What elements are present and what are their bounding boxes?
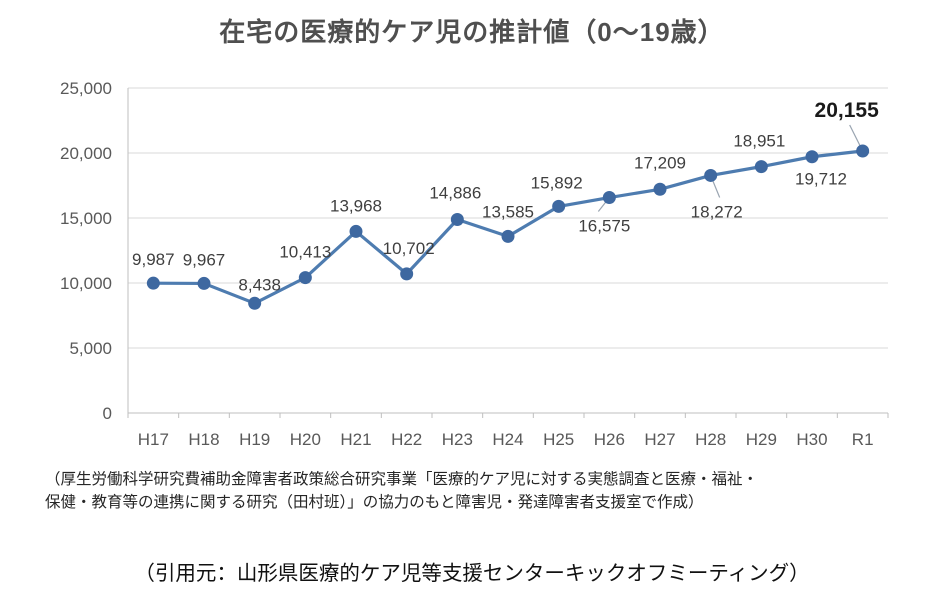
data-point-label: 13,968 [330, 196, 382, 215]
data-point-marker [552, 199, 566, 213]
data-point-label: 10,702 [383, 239, 435, 258]
x-axis-tick-label: H25 [543, 430, 574, 449]
y-axis-tick-label: 25,000 [60, 79, 112, 98]
data-point-marker [805, 150, 819, 164]
citation-text: （引用元：山形県医療的ケア児等支援センターキックオフミーティング） [134, 562, 810, 585]
x-axis-tick-label: H23 [442, 430, 473, 449]
data-point-marker [450, 212, 464, 226]
x-axis-tick-label: H17 [138, 430, 169, 449]
chart-title: 在宅の医療的ケア児の推計値（0～19歳） [219, 17, 725, 47]
source-note-line-2: 保健・教育等の連携に関する研究（田村班）」の協力のもと障害児・発達障害者支援室で… [45, 494, 704, 511]
data-point-label: 10,413 [279, 243, 331, 262]
data-point-label: 9,987 [132, 250, 175, 269]
data-point-label: 13,585 [482, 202, 534, 221]
x-axis-tick-label: H20 [290, 430, 321, 449]
x-axis-tick-label: H24 [492, 430, 523, 449]
data-point-label: 14,886 [429, 183, 481, 202]
x-axis-tick-label: H22 [391, 430, 422, 449]
x-axis-tick-label: H19 [239, 430, 270, 449]
y-axis-tick-label: 15,000 [60, 209, 112, 228]
x-axis-tick-label: H30 [796, 430, 827, 449]
x-axis-tick-label: H27 [644, 430, 675, 449]
data-point-label: 20,155 [815, 99, 880, 122]
data-point-label: 16,575 [578, 217, 630, 236]
y-axis-tick-label: 10,000 [60, 274, 112, 293]
line-chart: 0 5,000 10,000 15,000 20,000 25,000 H17 H18 H19 H… [60, 79, 889, 449]
data-point-label: 9,967 [183, 250, 226, 269]
data-point-marker [856, 144, 870, 158]
data-point-marker [146, 276, 160, 290]
data-point-marker [400, 267, 414, 281]
y-axis-tick-label: 0 [103, 404, 112, 423]
data-point-marker [754, 160, 768, 174]
x-axis-tick-label: H29 [746, 430, 777, 449]
data-point-marker [704, 168, 718, 182]
data-point-label: 18,951 [733, 132, 785, 151]
source-note: （厚生労働科学研究費補助金障害者政策総合研究事業「医療的ケア児に対する実態調査と… [45, 468, 907, 514]
data-point-marker [602, 191, 616, 205]
x-axis-tick-label: H21 [340, 430, 371, 449]
data-point-marker [298, 271, 312, 285]
y-axis-tick-label: 5,000 [69, 339, 112, 358]
x-axis-tick-label: H28 [695, 430, 726, 449]
data-point-label: 8,438 [238, 275, 281, 294]
source-note-line-1: （厚生労働科学研究費補助金障害者政策総合研究事業「医療的ケア児に対する実態調査と… [45, 471, 759, 488]
data-point-marker [653, 182, 667, 196]
data-point-marker [248, 296, 262, 310]
data-point-marker [197, 276, 211, 290]
x-axis-tick-label: R1 [852, 430, 874, 449]
x-axis-tick-label: H26 [594, 430, 625, 449]
y-axis-tick-label: 20,000 [60, 144, 112, 163]
x-axis-tick-label: H18 [188, 430, 219, 449]
data-point-label: 17,209 [634, 153, 686, 172]
data-point-label: 15,892 [531, 173, 583, 192]
data-point-marker [349, 224, 363, 238]
data-point-marker [501, 229, 515, 243]
data-point-label: 19,712 [795, 170, 847, 189]
data-point-label: 18,272 [691, 202, 743, 221]
